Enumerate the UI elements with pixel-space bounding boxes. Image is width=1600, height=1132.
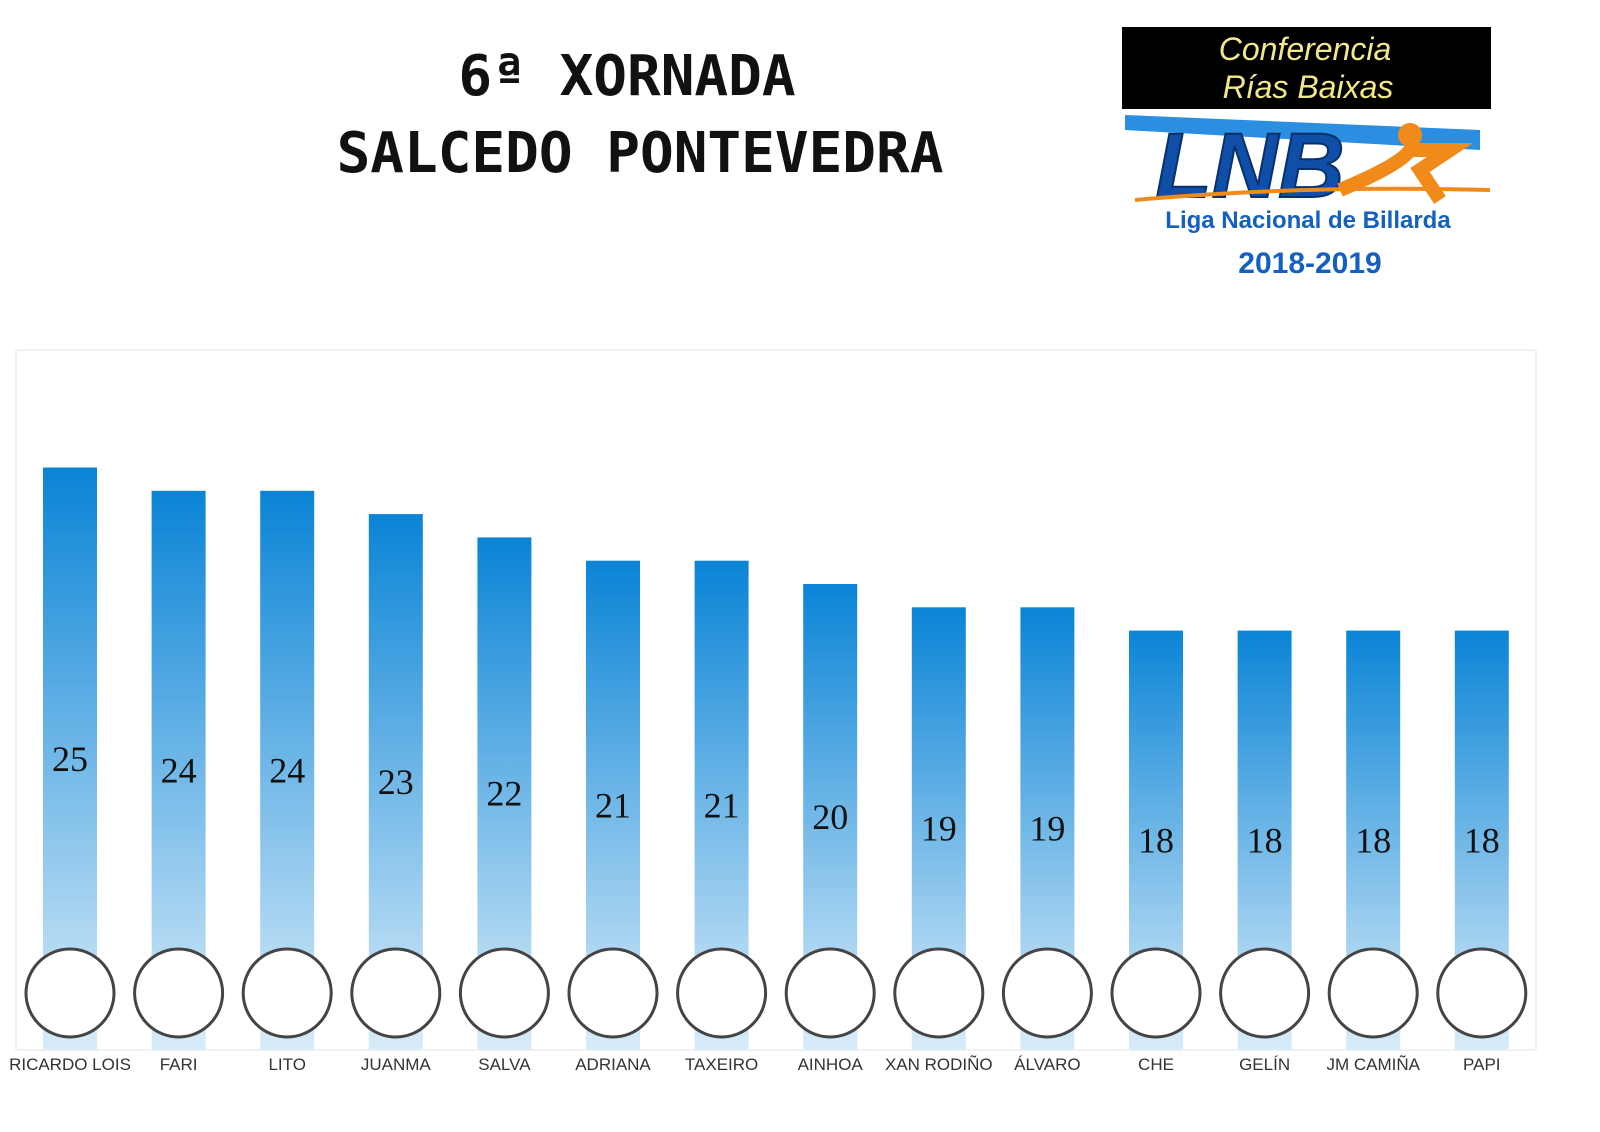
team-logo [1327, 947, 1419, 1039]
value-label: 21 [704, 785, 740, 825]
team-logo [1219, 947, 1311, 1039]
x-tick-label: JUANMA [361, 1055, 432, 1074]
value-label: 21 [595, 785, 631, 825]
team-logo [1436, 947, 1528, 1039]
x-tick-label: LITO [268, 1055, 305, 1074]
logo-line: Conferencia [1219, 31, 1392, 67]
value-label: 19 [1029, 809, 1065, 849]
subtitle: SALCEDO PONTEVEDRA [337, 121, 944, 186]
logo-figure [1337, 143, 1474, 204]
logo-line: Rías Baixas [1223, 69, 1394, 105]
logo-swoosh [1125, 115, 1480, 150]
value-label: 18 [1138, 820, 1174, 860]
value-label: 24 [161, 750, 197, 790]
logo: Conferencia Rías Baixas LNB Liga Naciona… [1122, 27, 1491, 280]
logo-season: 2018-2019 [1238, 247, 1381, 280]
x-tick-label: AINHOA [798, 1055, 864, 1074]
x-tick-label: ÁLVARO [1014, 1055, 1080, 1074]
plot-frame [15, 349, 1537, 1051]
team-logo [784, 947, 876, 1039]
value-label: 19 [921, 809, 957, 849]
x-tick-label: PAPI [1463, 1055, 1500, 1074]
team-logo [350, 947, 442, 1039]
logo-mark: LNB [1155, 115, 1344, 217]
x-tick-label: CHE [1138, 1055, 1174, 1074]
value-label: 22 [486, 774, 522, 814]
x-tick-label: GELÍN [1239, 1055, 1290, 1074]
x-tick-label: SALVA [478, 1055, 531, 1074]
logo-line-deco [1134, 186, 1491, 202]
value-label: 18 [1464, 820, 1500, 860]
team-logo [676, 947, 768, 1039]
value-label: 24 [269, 750, 305, 790]
team-logo [893, 947, 985, 1039]
team-logo [1110, 947, 1202, 1039]
team-logo [458, 947, 550, 1039]
team-logo [1001, 947, 1093, 1039]
team-logo [24, 947, 116, 1039]
value-label: 23 [378, 762, 414, 802]
value-label: 20 [812, 797, 848, 837]
x-tick-label: RICARDO LOIS [9, 1055, 131, 1074]
x-tick-label: XAN RODIÑO [885, 1055, 993, 1074]
x-tick-label: ADRIANA [575, 1055, 651, 1074]
team-logo [133, 947, 225, 1039]
team-logo [241, 947, 333, 1039]
x-tick-label: JM CAMIÑA [1326, 1055, 1420, 1074]
logo-league: Liga Nacional de Billarda [1165, 207, 1451, 234]
logo-box [1122, 27, 1491, 109]
x-tick-label: FARI [160, 1055, 198, 1074]
value-label: 18 [1247, 820, 1283, 860]
value-label: 18 [1355, 820, 1391, 860]
logo-figure [1398, 123, 1422, 147]
value-label: 25 [52, 739, 88, 779]
x-tick-label: TAXEIRO [685, 1055, 758, 1074]
team-logo [567, 947, 659, 1039]
title: 6ª XORNADA [458, 44, 795, 109]
